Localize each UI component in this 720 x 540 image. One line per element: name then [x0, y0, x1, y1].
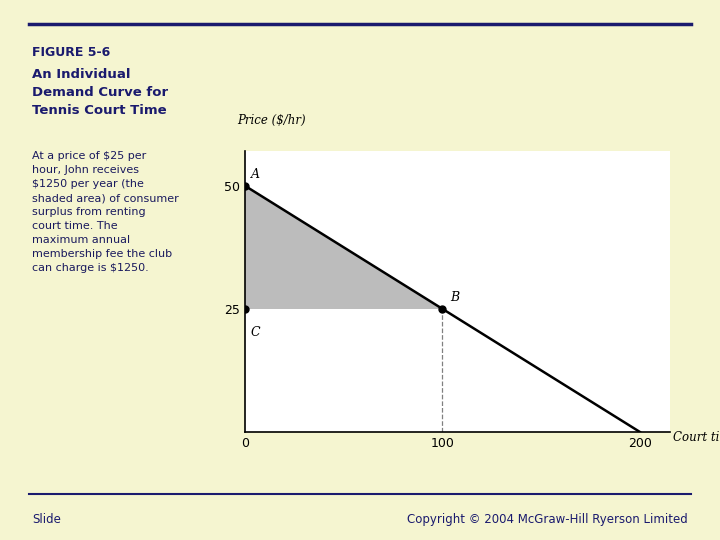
Text: Slide: Slide	[32, 513, 61, 526]
Text: C: C	[251, 326, 261, 339]
Text: An Individual
Demand Curve for
Tennis Court Time: An Individual Demand Curve for Tennis Co…	[32, 68, 168, 117]
Text: B: B	[450, 291, 459, 304]
Text: FIGURE 5-6: FIGURE 5-6	[32, 46, 111, 59]
Text: Copyright © 2004 McGraw-Hill Ryerson Limited: Copyright © 2004 McGraw-Hill Ryerson Lim…	[407, 513, 688, 526]
Text: A: A	[251, 168, 260, 181]
Polygon shape	[245, 186, 442, 309]
Text: Court time (hr/yr): Court time (hr/yr)	[673, 431, 720, 444]
Text: At a price of $25 per
hour, John receives
$1250 per year (the
shaded area) of co: At a price of $25 per hour, John receive…	[32, 151, 179, 273]
Text: Price ($/hr): Price ($/hr)	[238, 114, 306, 127]
